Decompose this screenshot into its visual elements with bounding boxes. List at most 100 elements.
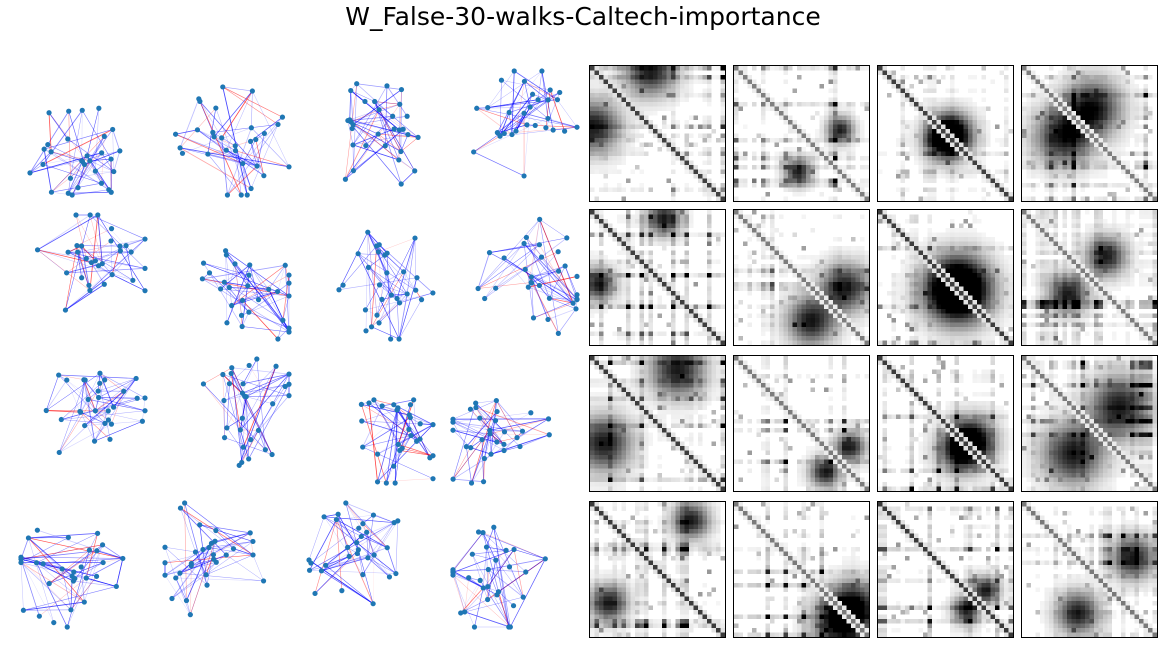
heatmap-cell bbox=[864, 196, 869, 201]
heatmap-cell bbox=[860, 327, 865, 332]
heatmap-cell bbox=[720, 192, 725, 197]
graph-edge bbox=[353, 116, 408, 125]
heatmap-cell bbox=[914, 133, 919, 138]
graph-edge bbox=[400, 137, 419, 152]
heatmap-cell bbox=[932, 120, 937, 125]
heatmap-cell bbox=[810, 340, 815, 345]
heatmap-cell bbox=[743, 282, 748, 287]
heatmap-cell bbox=[617, 133, 622, 138]
heatmap-cell bbox=[1053, 124, 1058, 129]
graph-edge bbox=[452, 574, 466, 612]
graph-node bbox=[242, 393, 248, 399]
heatmap-cell bbox=[797, 75, 802, 80]
graph-node bbox=[450, 476, 456, 482]
heatmap-cell bbox=[860, 183, 865, 188]
heatmap-cell bbox=[761, 196, 766, 201]
heatmap-cell bbox=[1080, 169, 1085, 174]
graph-node bbox=[342, 176, 349, 182]
heatmap-cell bbox=[842, 282, 847, 287]
heatmap-cell bbox=[855, 304, 860, 309]
heatmap-cell bbox=[801, 340, 806, 345]
heatmap-cell bbox=[630, 115, 635, 120]
heatmap-cell bbox=[1004, 79, 1009, 84]
heatmap-cell bbox=[842, 300, 847, 305]
heatmap-cell bbox=[986, 138, 991, 143]
heatmap-cell bbox=[1026, 129, 1031, 134]
heatmap-cell bbox=[761, 138, 766, 143]
heatmap-cell bbox=[648, 313, 653, 318]
heatmap-cell bbox=[707, 160, 712, 165]
heatmap-cell bbox=[1143, 120, 1148, 125]
graph-edge bbox=[367, 232, 408, 295]
heatmap-cell bbox=[833, 120, 838, 125]
heatmap-cell bbox=[945, 228, 950, 233]
heatmap-cell bbox=[950, 160, 955, 165]
heatmap-cell bbox=[1040, 156, 1045, 161]
heatmap-cell bbox=[954, 142, 959, 147]
network-graph-panel bbox=[450, 212, 580, 342]
heatmap-cell bbox=[1049, 75, 1054, 80]
graph-edge bbox=[460, 580, 481, 614]
heatmap-cell bbox=[1044, 169, 1049, 174]
heatmap-cell bbox=[810, 169, 815, 174]
heatmap-cell bbox=[671, 309, 676, 314]
heatmap-cell bbox=[896, 138, 901, 143]
graph-node bbox=[557, 89, 563, 96]
heatmap-cell bbox=[1053, 115, 1058, 120]
graph-edge bbox=[112, 129, 121, 152]
heatmap-cell bbox=[608, 124, 613, 129]
graph-edge bbox=[222, 86, 253, 92]
graph-edge bbox=[452, 549, 515, 573]
graph-edge bbox=[373, 514, 395, 523]
graph-edge bbox=[400, 170, 415, 185]
heatmap-cell bbox=[851, 277, 856, 282]
graph-node bbox=[391, 126, 397, 132]
heatmap-cell bbox=[590, 160, 595, 165]
heatmap-cell bbox=[707, 282, 712, 287]
heatmap-cell bbox=[977, 106, 982, 111]
heatmap-cell bbox=[824, 309, 829, 314]
heatmap-cell bbox=[671, 259, 676, 264]
heatmap-cell bbox=[626, 223, 631, 228]
heatmap-cell bbox=[950, 97, 955, 102]
heatmap-cell bbox=[1121, 169, 1126, 174]
heatmap-cell bbox=[864, 255, 869, 260]
heatmap-cell bbox=[1076, 124, 1081, 129]
heatmap-cell bbox=[594, 273, 599, 278]
heatmap-cell bbox=[810, 300, 815, 305]
heatmap-cell bbox=[837, 183, 842, 188]
heatmap-cell bbox=[653, 133, 658, 138]
heatmap-cell bbox=[1116, 142, 1121, 147]
heatmap-cell bbox=[698, 151, 703, 156]
graph-node bbox=[376, 320, 382, 326]
heatmap-cell bbox=[950, 88, 955, 93]
heatmap-cell bbox=[752, 282, 757, 287]
heatmap-cell bbox=[603, 147, 608, 152]
heatmap-cell bbox=[1053, 174, 1058, 179]
graph-edge bbox=[342, 245, 377, 286]
graph-node bbox=[318, 568, 325, 574]
heatmap-cell bbox=[1049, 97, 1054, 102]
heatmap-cell bbox=[968, 187, 973, 192]
heatmap-cell bbox=[1143, 142, 1148, 147]
heatmap-cell bbox=[738, 102, 743, 107]
heatmap-cell bbox=[752, 66, 757, 71]
heatmap-cell bbox=[1121, 129, 1126, 134]
heatmap-cell bbox=[1080, 115, 1085, 120]
heatmap-cell bbox=[923, 75, 928, 80]
heatmap-cell bbox=[1121, 84, 1126, 89]
graph-edge bbox=[526, 237, 550, 299]
heatmap-cell bbox=[599, 318, 604, 323]
graph-node bbox=[79, 275, 85, 281]
heatmap-cell bbox=[950, 102, 955, 107]
heatmap-cell bbox=[684, 228, 689, 233]
heatmap-cell bbox=[1089, 156, 1094, 161]
heatmap-cell bbox=[675, 79, 680, 84]
heatmap-cell bbox=[671, 219, 676, 224]
heatmap-cell bbox=[824, 129, 829, 134]
heatmap-cell bbox=[1026, 102, 1031, 107]
graph-node bbox=[483, 544, 490, 550]
heatmap-cell bbox=[954, 102, 959, 107]
heatmap-cell bbox=[810, 151, 815, 156]
graph-edge bbox=[496, 400, 518, 438]
